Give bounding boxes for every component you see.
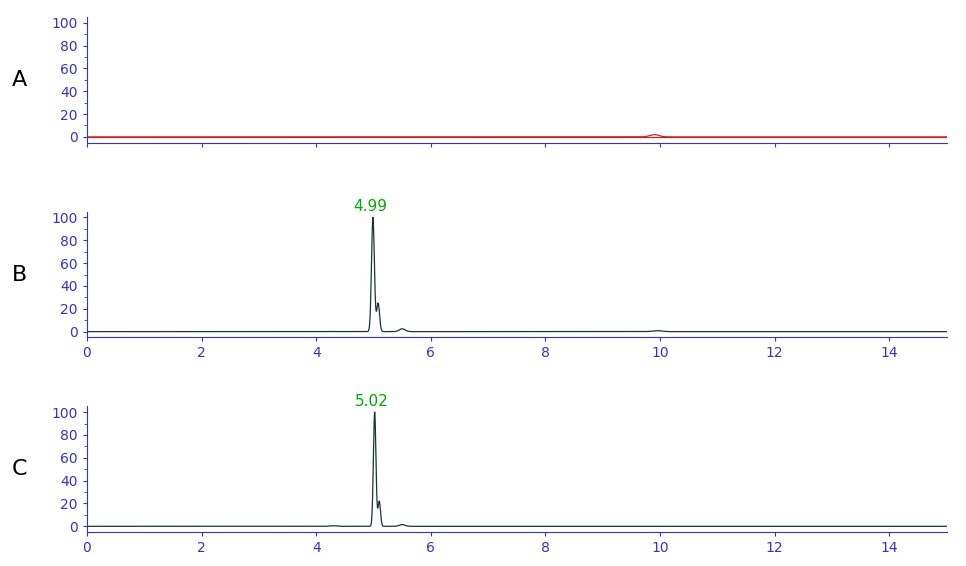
Text: B: B (12, 264, 27, 285)
Text: A: A (12, 70, 27, 90)
Text: C: C (12, 459, 27, 479)
Text: 5.02: 5.02 (355, 394, 388, 409)
Text: 4.99: 4.99 (354, 199, 387, 214)
